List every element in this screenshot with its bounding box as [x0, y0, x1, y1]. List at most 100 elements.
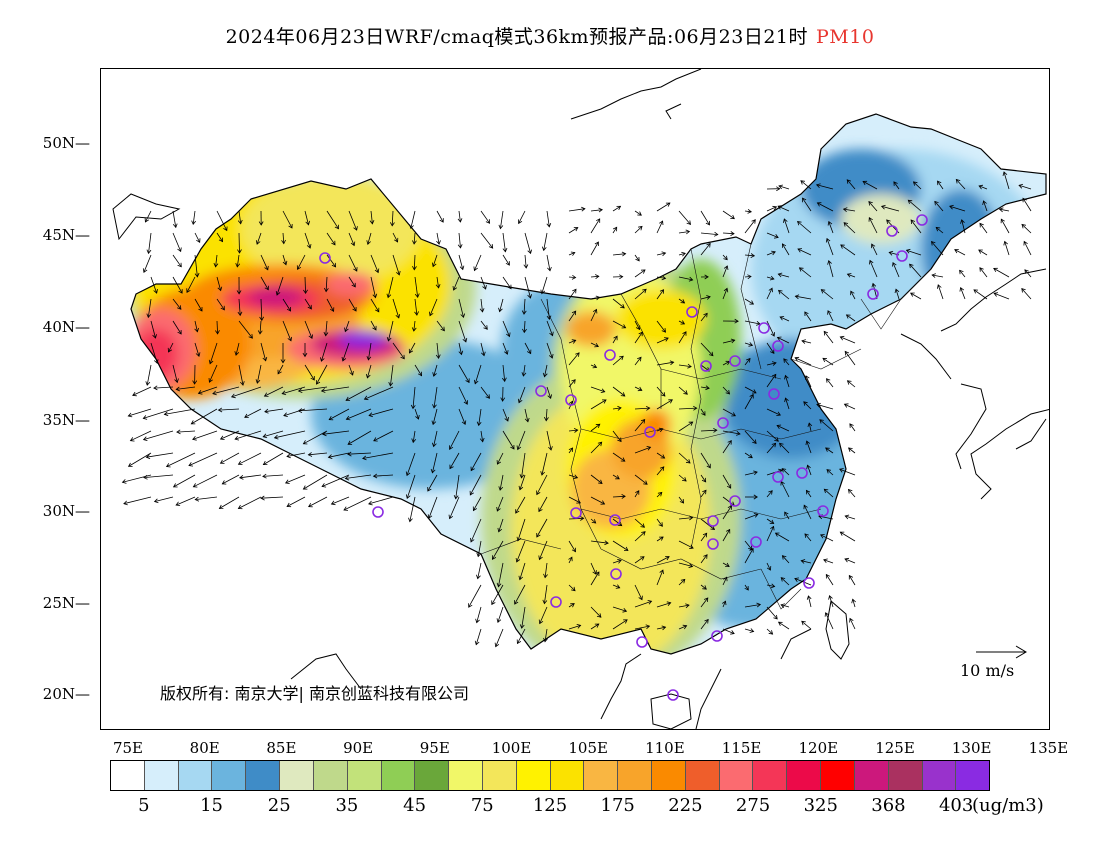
wind-arrow-head	[931, 273, 936, 278]
wind-arrow	[458, 210, 461, 223]
wind-arrow	[568, 474, 578, 479]
wind-arrow	[186, 276, 196, 293]
wind-arrow	[744, 386, 757, 394]
wind-arrow-head	[497, 527, 503, 533]
wind-arrow	[775, 532, 790, 542]
wind-arrow-head	[259, 316, 265, 322]
wind-arrow	[797, 221, 812, 234]
wind-arrow	[409, 342, 416, 354]
wind-arrow-head	[386, 336, 392, 342]
wind-arrow-head	[286, 502, 292, 508]
wind-arrow-head	[978, 249, 983, 254]
wind-arrow-head	[685, 459, 691, 464]
wind-arrow-head	[826, 378, 831, 383]
wind-arrow-head	[600, 500, 606, 505]
legend-label: 175	[600, 795, 635, 816]
wind-arrow	[871, 243, 878, 256]
wind-arrow	[194, 320, 198, 332]
wind-arrow-head	[343, 506, 349, 511]
wind-arrow-head	[846, 179, 852, 184]
wind-arrow	[413, 232, 416, 245]
wind-arrow-head	[350, 241, 356, 247]
wind-arrow	[260, 254, 269, 270]
wind-arrow	[612, 227, 618, 234]
wind-arrow-head	[568, 556, 573, 562]
legend-swatch	[584, 761, 619, 790]
wind-arrow	[194, 254, 198, 277]
wind-arrow	[932, 274, 944, 278]
wind-arrow	[373, 430, 394, 442]
wind-arrow-head	[344, 475, 350, 481]
wind-arrow	[700, 554, 708, 564]
wind-arrow	[700, 619, 709, 630]
wind-arrow	[766, 374, 777, 388]
wind-arrow-head	[664, 337, 669, 342]
wind-arrow-head	[496, 582, 502, 588]
wind-arrow	[678, 210, 691, 225]
wind-arrow-head	[617, 405, 622, 411]
wind-arrow-head	[621, 324, 627, 329]
wind-arrow	[128, 452, 152, 467]
site-marker	[772, 471, 784, 483]
wind-arrow	[779, 316, 790, 322]
wind-arrow	[937, 180, 944, 190]
wind-arrow-head	[353, 267, 358, 272]
wind-arrow-head	[862, 180, 868, 186]
wind-arrow	[449, 452, 460, 469]
wind-arrow-head	[845, 314, 851, 319]
wind-arrow-head	[710, 525, 716, 530]
wind-arrow-head	[669, 360, 675, 366]
wind-arrow-head	[640, 419, 646, 424]
wind-arrow-head	[542, 372, 548, 378]
wind-arrow-head	[353, 226, 358, 231]
wind-arrow	[744, 358, 751, 366]
wind-arrow-head	[661, 251, 667, 257]
wind-arrow-head	[706, 463, 711, 469]
wind-arrow	[777, 205, 790, 212]
wind-arrow-head	[702, 489, 707, 495]
wind-arrow	[130, 430, 152, 442]
wind-arrow-head	[573, 474, 579, 479]
china-border	[130, 113, 1047, 655]
wind-arrow-head	[1021, 223, 1026, 229]
wind-arrow	[260, 276, 269, 290]
wind-arrow	[766, 251, 776, 256]
wind-arrow-head	[776, 336, 782, 341]
wind-arrow-head	[682, 624, 688, 630]
map-frame[interactable]	[100, 68, 1050, 730]
legend-label: 125	[532, 795, 568, 816]
wind-arrow-head	[780, 577, 786, 582]
legend-swatch	[550, 761, 585, 790]
wind-arrow-head	[826, 469, 831, 474]
wind-arrow	[568, 603, 575, 608]
wind-arrow-head	[472, 506, 478, 512]
wind-arrow	[845, 515, 856, 520]
wind-arrow-head	[547, 394, 552, 400]
wind-arrow	[150, 276, 158, 294]
wind-arrow	[146, 452, 174, 458]
wind-arrow	[700, 597, 709, 608]
wind-arrow-head	[483, 325, 488, 330]
wind-arrow-head	[327, 454, 333, 459]
wind-arrow-head	[604, 540, 609, 546]
wind-arrow-head	[546, 222, 552, 228]
wind-arrow-head	[237, 249, 242, 254]
wind-arrow	[678, 298, 685, 304]
wind-arrow-head	[825, 447, 830, 452]
wind-arrow-head	[594, 342, 600, 348]
wind-arrow	[808, 423, 812, 432]
wind-arrow	[458, 408, 466, 425]
wind-arrow-head	[781, 555, 787, 560]
wind-arrow-head	[622, 608, 628, 613]
wind-arrow-head	[165, 463, 171, 468]
wind-arrow	[264, 408, 284, 413]
wind-arrow	[656, 399, 673, 410]
wind-arrow-head	[219, 459, 225, 464]
wind-arrow	[521, 606, 526, 629]
wind-arrow	[843, 222, 856, 234]
wind-arrow	[678, 320, 685, 325]
wind-arrow	[348, 276, 356, 288]
wind-arrow	[304, 210, 309, 225]
site-marker	[686, 306, 698, 318]
wind-arrow-head	[949, 204, 954, 210]
